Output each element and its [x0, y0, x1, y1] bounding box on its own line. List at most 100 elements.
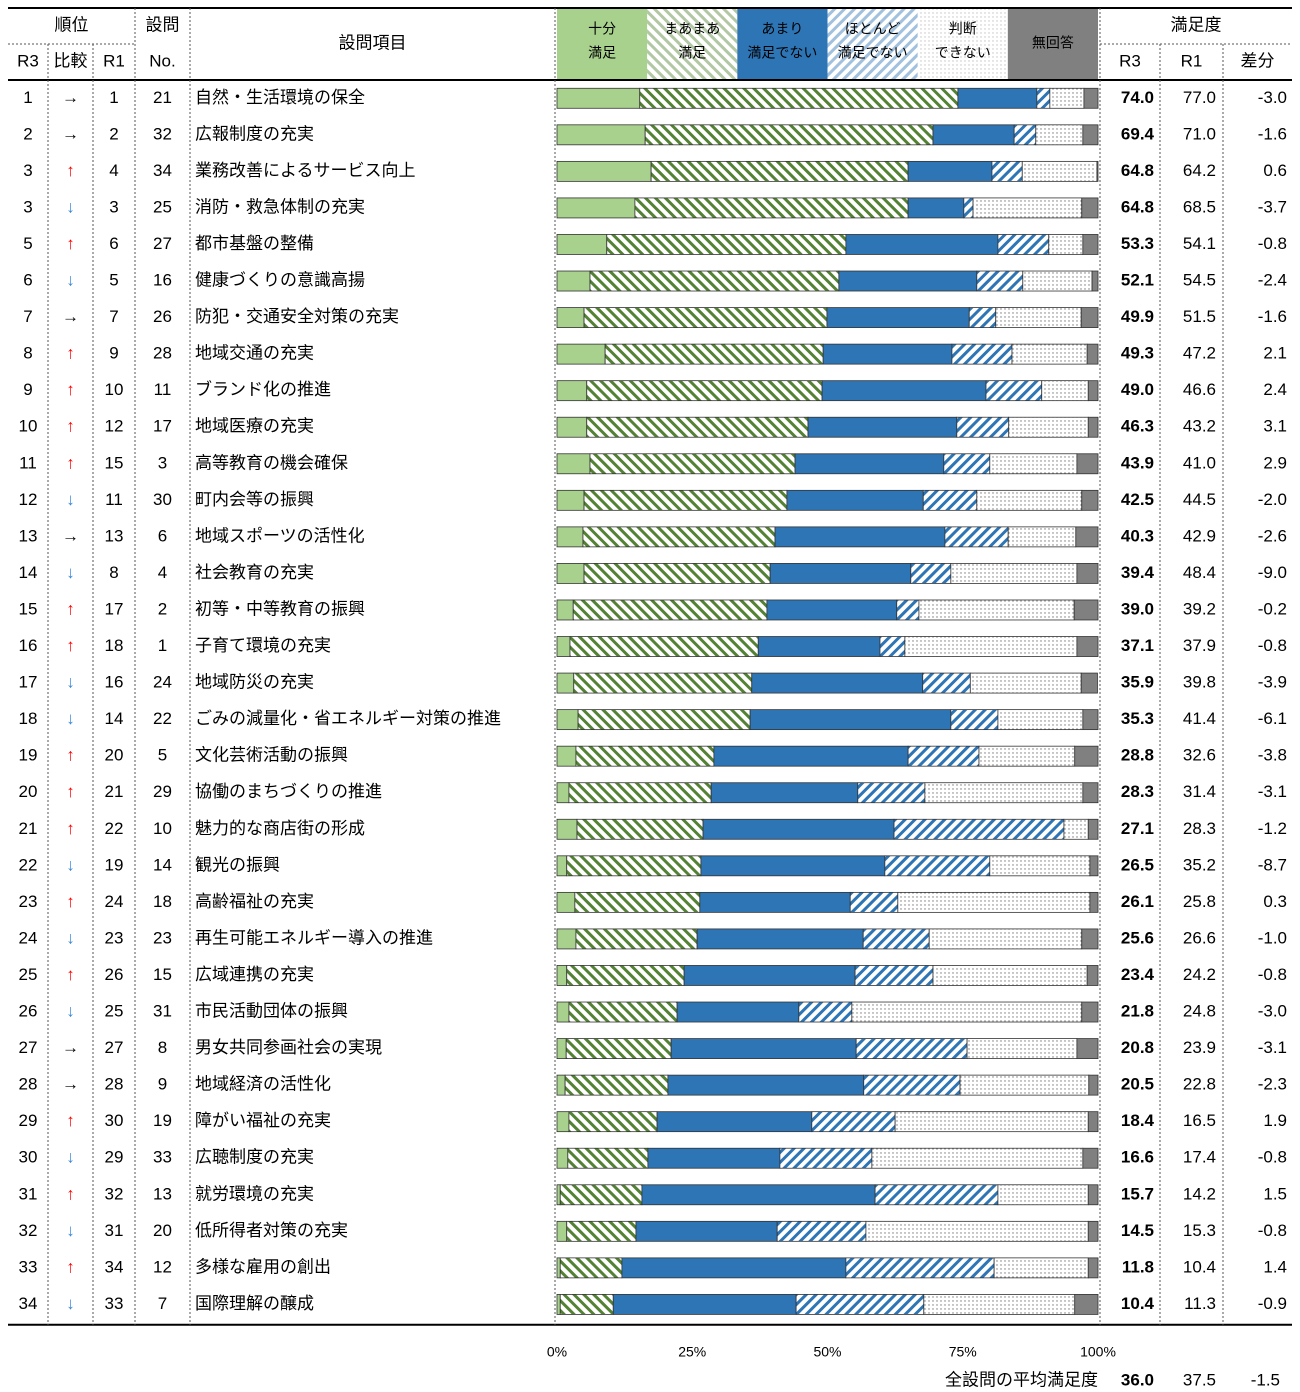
score-r1: 39.2 — [1183, 599, 1216, 618]
score-r3: 42.5 — [1121, 490, 1154, 509]
question-item: 地域防災の充実 — [195, 673, 314, 692]
rank-r1: 13 — [105, 526, 124, 545]
bar-segment — [863, 1074, 961, 1096]
bar-segment — [821, 380, 987, 402]
rank-r3: 19 — [19, 746, 38, 765]
score-diff: -9.0 — [1258, 563, 1287, 582]
score-diff: -1.0 — [1258, 928, 1287, 947]
rank-compare: ↓ — [66, 709, 75, 728]
score-r3: 26.5 — [1121, 855, 1154, 874]
bar-segment — [989, 453, 1078, 475]
bar-segment — [556, 599, 574, 621]
score-r1: 44.5 — [1183, 490, 1216, 509]
bar-segment — [1087, 416, 1099, 438]
bar-segment — [862, 928, 930, 950]
rank-r1: 20 — [105, 746, 124, 765]
score-r3: 39.0 — [1121, 599, 1154, 618]
bar-segment — [807, 416, 958, 438]
rank-r1: 3 — [109, 197, 118, 216]
question-no: 24 — [153, 673, 172, 692]
rank-r3: 20 — [19, 782, 38, 801]
question-item: 町内会等の振興 — [195, 490, 314, 509]
rank-r1: 26 — [105, 965, 124, 984]
bar-segment — [865, 1220, 1089, 1242]
bar-segment — [1086, 343, 1099, 365]
bar-segment — [556, 1074, 566, 1096]
rank-compare: ↑ — [66, 599, 75, 618]
bar-segment — [567, 1147, 649, 1169]
question-no: 1 — [158, 636, 167, 655]
score-diff: 3.1 — [1263, 417, 1287, 436]
bar-segment — [896, 599, 920, 621]
bar-segment — [566, 855, 702, 877]
bar-segment — [572, 599, 768, 621]
question-no: 13 — [153, 1184, 172, 1203]
bar-segment — [1091, 270, 1099, 292]
question-item: 低所得者対策の充実 — [195, 1221, 348, 1240]
bar-segment — [795, 1294, 925, 1315]
question-item: 広域連携の充実 — [195, 965, 314, 984]
question-item: 多様な雇用の創出 — [195, 1257, 331, 1276]
rank-r3: 9 — [23, 380, 32, 399]
score-r1: 17.4 — [1183, 1148, 1216, 1167]
question-item: 消防・救急体制の充実 — [195, 197, 365, 216]
bar-segment — [583, 563, 771, 584]
bar-segment — [1074, 745, 1099, 767]
score-diff: 2.1 — [1263, 344, 1287, 363]
question-no: 2 — [158, 599, 167, 618]
score-r3: 28.8 — [1121, 746, 1154, 765]
rank-r3: 34 — [19, 1294, 38, 1313]
header-qno: 設問 — [146, 15, 180, 34]
bar-segment — [1089, 855, 1099, 877]
score-diff: -2.3 — [1258, 1075, 1287, 1094]
bar-segment — [576, 818, 704, 840]
score-r3: 43.9 — [1121, 453, 1154, 472]
rank-r1: 9 — [109, 344, 118, 363]
bar-segment — [1076, 563, 1099, 584]
score-r3: 35.9 — [1121, 673, 1154, 692]
legend-cell — [1007, 9, 1098, 79]
question-item: 自然・生活環境の保全 — [195, 88, 365, 107]
bar-segment — [907, 160, 993, 182]
score-diff: -2.0 — [1258, 490, 1287, 509]
bar-segment — [556, 1147, 569, 1169]
bar-segment — [583, 489, 788, 511]
rank-r1: 34 — [105, 1257, 124, 1276]
score-r1: 16.5 — [1183, 1111, 1216, 1130]
rank-r3: 23 — [19, 892, 38, 911]
score-r1: 68.5 — [1183, 197, 1216, 216]
score-diff: -0.8 — [1258, 965, 1287, 984]
bar-segment — [943, 453, 991, 475]
rank-r1: 15 — [105, 453, 124, 472]
score-r1: 15.3 — [1183, 1221, 1216, 1240]
rank-r3: 29 — [19, 1111, 38, 1130]
score-diff: 2.9 — [1263, 453, 1287, 472]
question-no: 25 — [153, 197, 172, 216]
question-item: 地域交通の充実 — [195, 344, 314, 363]
question-item: ブランド化の推進 — [195, 379, 331, 399]
bar-segment — [1076, 636, 1099, 657]
bar-segment — [556, 965, 568, 986]
bar-segment — [566, 1220, 637, 1242]
score-r3: 15.7 — [1121, 1184, 1154, 1203]
header-sub: R3 — [1119, 51, 1141, 70]
rank-r3: 15 — [19, 599, 38, 618]
bar-segment — [556, 160, 652, 182]
bar-segment — [1035, 124, 1084, 146]
rank-r3: 28 — [19, 1075, 38, 1094]
score-r1: 42.9 — [1183, 526, 1216, 545]
rank-compare: ↓ — [66, 271, 75, 290]
bar-segment — [957, 87, 1038, 109]
bar-segment — [1036, 87, 1051, 109]
question-item: 健康づくりの意識高揚 — [195, 271, 365, 290]
score-diff: 1.5 — [1263, 1184, 1287, 1203]
bar-segment — [556, 928, 577, 950]
rank-r3: 31 — [19, 1184, 38, 1203]
x-tick-label: 25% — [678, 1344, 706, 1360]
question-item: 再生可能エネルギー導入の推進 — [195, 928, 433, 947]
bar-segment — [950, 709, 999, 731]
rank-r3: 27 — [19, 1038, 38, 1057]
bar-segment — [556, 343, 606, 365]
bar-segment — [851, 1001, 1083, 1023]
rank-r3: 32 — [19, 1221, 38, 1240]
